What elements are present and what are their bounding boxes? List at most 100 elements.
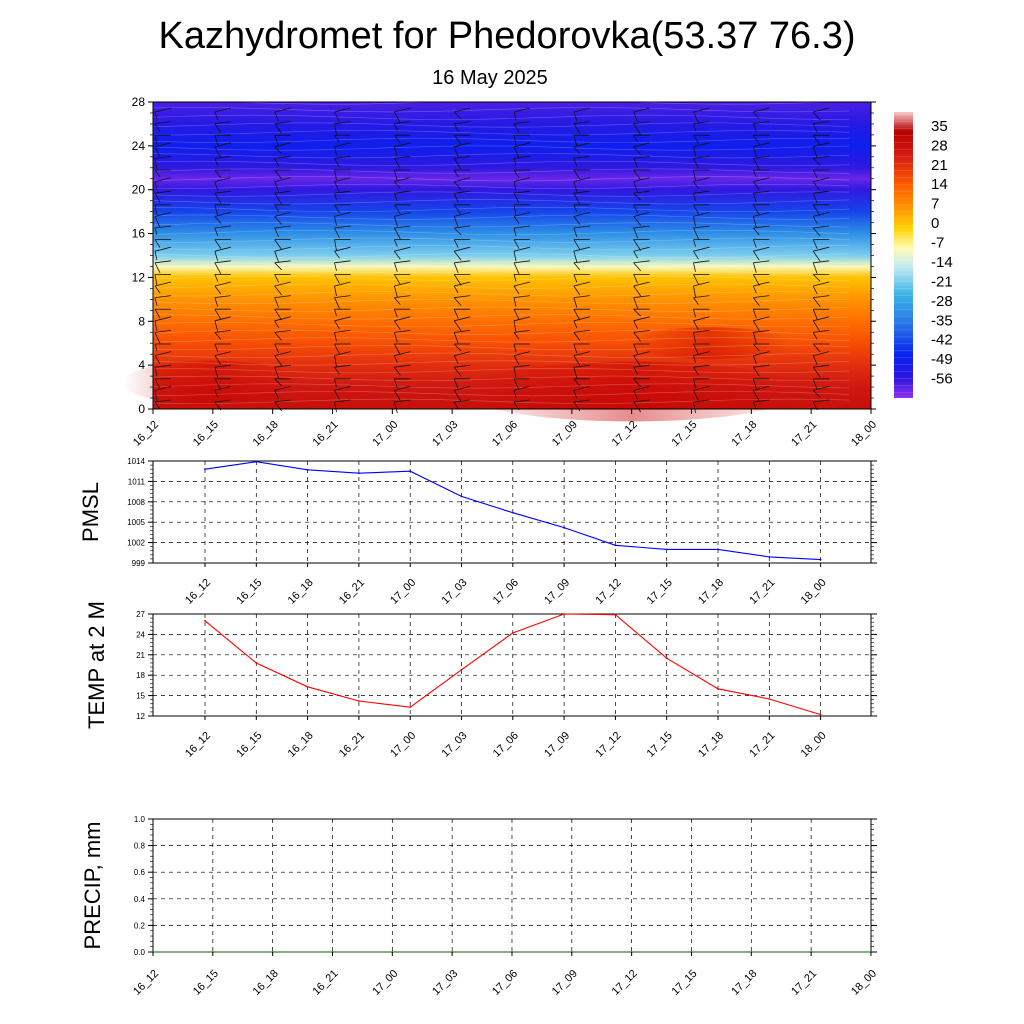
- wind-barb: [812, 274, 821, 282]
- y-tick-label: 1002: [127, 539, 145, 548]
- wind-barb: [393, 309, 398, 318]
- wind-barb: [334, 399, 351, 403]
- wind-barb: [573, 297, 578, 308]
- wind-barb: [453, 309, 459, 319]
- y-tick-label: 1.0: [134, 815, 146, 824]
- wind-barb: [393, 239, 398, 247]
- wind-barb: [633, 216, 641, 226]
- plot-frame: [152, 460, 872, 564]
- wind-barb: [573, 351, 590, 356]
- wind-barb: [274, 308, 283, 321]
- x-tick-label: 18_00: [849, 968, 879, 998]
- wind-barb: [394, 281, 411, 287]
- wind-barb: [812, 320, 821, 333]
- wind-barb: [274, 285, 282, 296]
- wind-barb: [812, 297, 821, 307]
- wind-barb: [753, 343, 760, 352]
- data-point: [358, 700, 360, 702]
- wind-barb: [393, 111, 401, 124]
- isoline: [152, 398, 850, 404]
- data-point: [717, 687, 719, 690]
- y-tick-label: 24: [136, 630, 145, 639]
- wind-barb: [393, 401, 398, 414]
- wind-barb: [633, 190, 650, 194]
- wind-barb: [693, 134, 699, 144]
- wind-barb: [453, 250, 462, 261]
- pmsl-panel: 999 1002 1005 1008 1011 1014 16_12 16_15 16_18 16…: [78, 457, 877, 607]
- wind-barb: [394, 364, 411, 368]
- wind-barb: [633, 285, 641, 297]
- wind-barb: [693, 285, 696, 298]
- wind-barb: [573, 123, 581, 134]
- wind-barb: [454, 399, 471, 403]
- wind-barb: [513, 107, 531, 113]
- x-tick-label: 17_03: [440, 730, 470, 760]
- wind-barb: [813, 225, 830, 229]
- data-point: [511, 632, 514, 634]
- x-tick-label: 17_06: [490, 419, 520, 449]
- wind-barb: [214, 239, 222, 249]
- wind-barb: [573, 246, 590, 252]
- data-point: [460, 495, 463, 498]
- wind-barb: [573, 309, 581, 321]
- wind-barb: [154, 111, 158, 120]
- isoline: [152, 122, 850, 128]
- wind-barb: [214, 225, 231, 229]
- data-point: [460, 668, 463, 671]
- wind-barb: [453, 366, 462, 377]
- y-tick-label: 20: [132, 183, 146, 197]
- wind-barb: [274, 146, 282, 155]
- wind-barb: [813, 316, 830, 322]
- data-point: [768, 555, 771, 558]
- wind-barb: [334, 390, 340, 400]
- wind-barb: [154, 142, 172, 148]
- wind-barb: [513, 332, 520, 340]
- x-tick-label: 17_15: [645, 730, 675, 760]
- wind-barb: [812, 216, 818, 224]
- colorbar-label: -28: [931, 293, 953, 310]
- wind-barb: [334, 343, 340, 355]
- wind-barb: [513, 364, 531, 368]
- wind-barb: [154, 330, 172, 333]
- isoline: [152, 337, 850, 343]
- wind-barb: [752, 401, 757, 410]
- wind-barb: [753, 295, 770, 298]
- y-tick-label: 18: [136, 671, 145, 680]
- isoline: [152, 176, 850, 182]
- wind-barb: [513, 135, 517, 146]
- wind-barb: [274, 343, 280, 354]
- wind-barb: [513, 295, 531, 298]
- wind-barb: [214, 262, 222, 274]
- wind-barb: [573, 142, 590, 148]
- wind-barb: [753, 107, 770, 113]
- wind-barb: [394, 316, 411, 322]
- wind-barb: [393, 169, 398, 182]
- wind-barb: [154, 390, 158, 402]
- wind-barb: [454, 177, 471, 182]
- wind-barb: [573, 281, 590, 287]
- colorbar-label: 7: [931, 196, 939, 213]
- wind-barb: [394, 297, 401, 305]
- wind-barb: [513, 285, 520, 295]
- wind-barb: [454, 212, 471, 217]
- wind-barb: [573, 121, 590, 124]
- wind-barb: [633, 351, 650, 356]
- y-tick-label: 0.4: [134, 895, 146, 904]
- warm-area: [629, 327, 790, 360]
- x-tick-label: 17_18: [696, 730, 726, 760]
- isoline: [152, 383, 850, 389]
- wind-barb: [513, 399, 531, 403]
- wind-barb: [334, 158, 340, 168]
- wind-barb: [453, 158, 462, 170]
- data-point: [255, 460, 258, 463]
- wind-barb: [813, 190, 830, 194]
- wind-barb: [633, 295, 650, 298]
- wind-barb: [453, 216, 459, 228]
- wind-barb: [214, 364, 231, 368]
- wind-barb: [633, 239, 642, 251]
- isoline: [152, 160, 850, 166]
- x-tick-label: 16_21: [337, 730, 367, 760]
- wind-barb: [812, 355, 818, 365]
- wind-barb: [274, 281, 291, 287]
- wind-barb: [573, 216, 581, 225]
